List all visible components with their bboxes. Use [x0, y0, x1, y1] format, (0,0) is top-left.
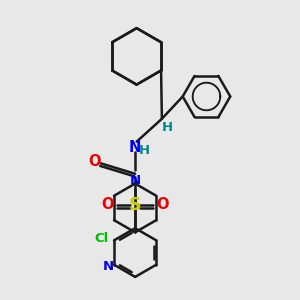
Text: N: N [129, 140, 141, 154]
Text: O: O [156, 197, 169, 212]
Text: N: N [130, 173, 141, 187]
Text: O: O [101, 197, 114, 212]
Text: O: O [88, 154, 101, 169]
Text: Cl: Cl [94, 232, 109, 245]
Text: H: H [139, 144, 150, 157]
Text: H: H [162, 121, 173, 134]
Text: N: N [103, 260, 114, 273]
Text: S: S [129, 196, 141, 214]
